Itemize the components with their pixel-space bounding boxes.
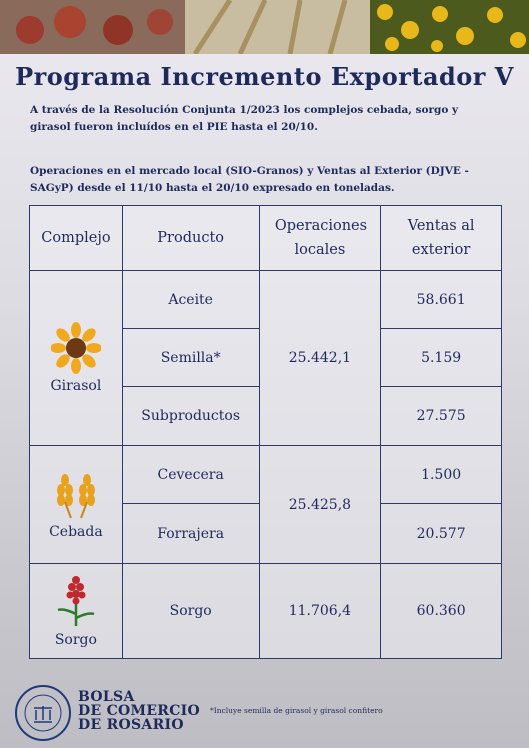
column-header-text: Operaciones locales (274, 218, 368, 258)
complejo-cell: Cebada (29, 445, 123, 564)
ventas: 20.577 (380, 503, 502, 564)
operaciones: 25.442,1 (258, 270, 382, 446)
data-table: Complejo Producto Operaciones locales Ve… (29, 205, 502, 659)
column-header: Producto (121, 205, 260, 271)
producto: Subproductos (121, 386, 260, 446)
producto: Aceite (121, 270, 260, 329)
producto: Forrajera (121, 503, 260, 564)
ventas: 27.575 (380, 386, 502, 446)
intro: A través de la Resolución Conjunta 1/202… (30, 104, 459, 133)
complejo: Sorgo (54, 632, 97, 648)
ventas: 5.159 (380, 328, 502, 387)
header-photos (0, 0, 529, 54)
logo-text: DE COMERCIO (78, 703, 201, 719)
sorghum-icon (57, 576, 95, 626)
column-header: Operaciones locales (258, 205, 382, 271)
complejo-cell: Girasol (29, 270, 123, 446)
footnote: *Incluye semilla de girasol y girasol co… (210, 706, 383, 715)
barley-icon (56, 473, 95, 518)
column-header: Complejo (29, 205, 123, 271)
ventas: 58.661 (380, 270, 502, 329)
logo-text: DE ROSARIO (78, 717, 184, 733)
title: Programa Incremento Exportador V (15, 62, 514, 91)
complejo: Cebada (49, 523, 103, 540)
producto: Sorgo (121, 563, 260, 659)
ventas: 1.500 (380, 445, 502, 504)
logo-text: BOLSA (78, 689, 135, 705)
producto: Semilla* (121, 328, 260, 387)
complejo: Girasol (50, 378, 102, 394)
column-header: Ventas al exterior (380, 205, 502, 271)
complejo-cell: Sorgo (29, 563, 123, 659)
sunflower-icon (50, 322, 101, 374)
operaciones: 25.425,8 (258, 445, 382, 564)
logo-seal (15, 685, 71, 741)
ventas: 60.360 (380, 563, 502, 659)
operaciones: 11.706,4 (258, 563, 382, 659)
column-header-text: Ventas al exterior (407, 218, 475, 258)
subtitle: Operaciones en el mercado local (SIO-Gra… (30, 165, 469, 194)
producto: Cevecera (121, 445, 260, 504)
